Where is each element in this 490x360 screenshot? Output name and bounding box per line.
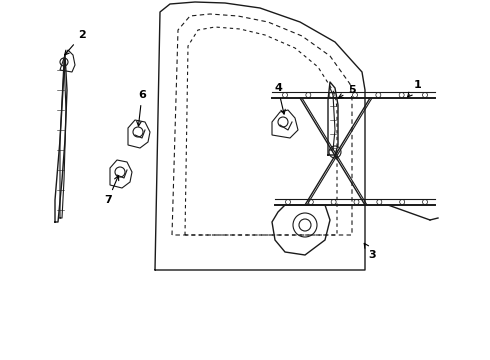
Circle shape (329, 146, 341, 158)
Text: 3: 3 (364, 243, 376, 260)
Text: 5: 5 (339, 85, 356, 98)
Text: 7: 7 (104, 176, 119, 205)
Text: 6: 6 (137, 90, 146, 126)
Text: 4: 4 (274, 83, 285, 114)
Text: 2: 2 (65, 30, 86, 55)
Text: 1: 1 (408, 80, 422, 97)
